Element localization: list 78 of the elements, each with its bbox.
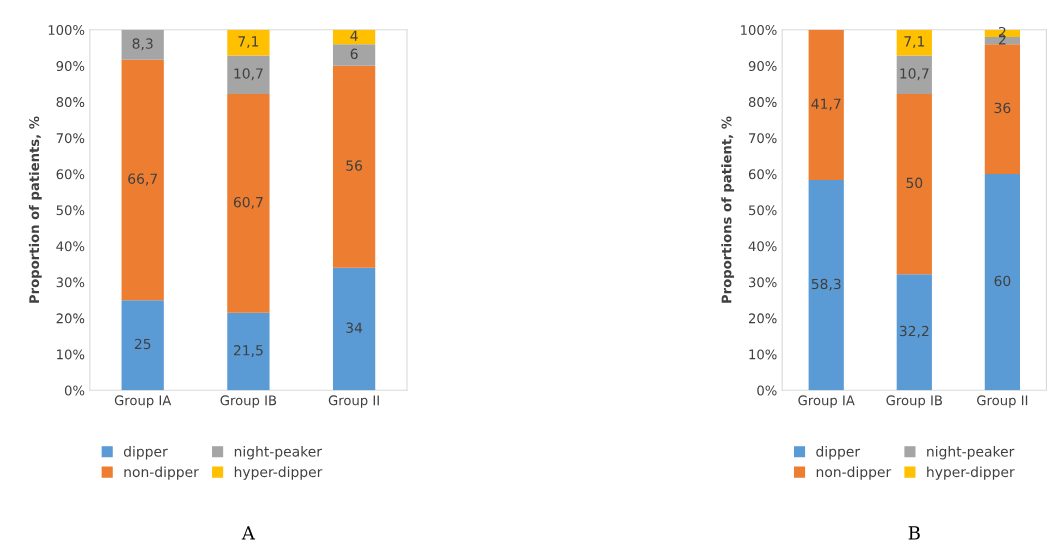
bar — [227, 312, 270, 391]
bar — [121, 29, 164, 60]
y-tick-label: 100% — [741, 25, 777, 36]
y-tick-label: 70% — [749, 133, 777, 144]
y-tick-label: 70% — [56, 133, 85, 144]
y-tick-label: 0% — [757, 385, 777, 396]
y-tick-label: 80% — [748, 97, 777, 108]
bar — [896, 55, 932, 94]
data-label: 10,7 — [900, 68, 929, 81]
y-tick-label: 60% — [56, 169, 85, 180]
bar — [227, 29, 270, 56]
data-label: 50 — [906, 177, 923, 189]
y-tick-label: 0% — [64, 385, 85, 396]
x-tick-label: Group IB — [220, 395, 277, 408]
data-label: 10,7 — [234, 68, 263, 81]
y-tick-label: 50% — [749, 205, 777, 216]
bar — [896, 274, 932, 391]
bar — [896, 93, 932, 275]
data-label: 60,7 — [233, 196, 263, 209]
y-tick-label: 30% — [56, 277, 85, 288]
text: B — [908, 526, 920, 540]
y-tick-label: 80% — [56, 97, 85, 108]
data-label: 34 — [346, 322, 363, 333]
bar — [332, 267, 376, 391]
bar — [808, 180, 844, 391]
data-label: 21,5 — [233, 345, 263, 357]
x-tick-label: Group IA — [114, 395, 172, 408]
bar — [121, 300, 164, 391]
y-axis-title: Proportion of patients, % — [28, 116, 42, 303]
bar — [984, 173, 1021, 391]
legend-label: hyper-dipper — [234, 466, 323, 480]
data-label: 36 — [994, 102, 1011, 114]
data-label: 8,3 — [132, 38, 153, 51]
bar — [121, 59, 164, 301]
data-label: 58,3 — [811, 278, 841, 291]
y-tick-label: 90% — [56, 61, 85, 72]
y-tick-label: 40% — [748, 241, 777, 252]
x-tick-label: Group II — [328, 395, 379, 408]
data-label: 32,2 — [899, 325, 929, 338]
y-tick-label: 50% — [56, 205, 85, 216]
bar — [227, 55, 270, 94]
y-tick-label: 30% — [749, 277, 777, 288]
data-label: 25 — [134, 338, 151, 350]
y-tick-label: 60% — [748, 169, 777, 180]
data-label: 41,7 — [811, 98, 841, 111]
data-label: 4 — [350, 30, 358, 41]
data-label: 6 — [350, 48, 358, 60]
text: A — [241, 526, 256, 540]
data-label: 56 — [346, 160, 363, 171]
legend-label: night-peaker — [927, 445, 1015, 460]
legend-label: non-dipper — [124, 466, 199, 480]
y-tick-label: 10% — [749, 349, 777, 360]
data-label: 60 — [994, 275, 1011, 287]
data-label: 66,7 — [128, 173, 157, 186]
legend-label: night-peaker — [234, 445, 322, 460]
bar — [332, 29, 376, 45]
y-tick-label: 40% — [56, 241, 85, 252]
y-axis-title: Proportions of patient, % — [721, 116, 735, 303]
y-tick-label: 20% — [56, 313, 85, 324]
bar — [984, 44, 1021, 174]
bar — [896, 29, 932, 56]
legend-label: hyper-dipper — [927, 466, 1015, 480]
bar — [332, 65, 376, 268]
x-tick-label: Group II — [977, 395, 1028, 408]
y-tick-label: 20% — [748, 313, 777, 324]
y-tick-label: 100% — [48, 25, 85, 36]
data-label: 7,1 — [238, 36, 259, 49]
data-label: 7,1 — [904, 36, 925, 49]
bar — [808, 29, 844, 181]
x-tick-label: Group IA — [798, 395, 855, 408]
x-tick-label: Group IB — [886, 395, 943, 408]
y-tick-label: 10% — [57, 349, 85, 360]
legend-label: dipper — [123, 445, 168, 460]
bar — [332, 44, 376, 66]
legend-label: dipper — [816, 445, 861, 460]
bar — [227, 93, 270, 313]
legend-label: non-dipper — [816, 466, 892, 480]
y-tick-label: 90% — [748, 61, 777, 72]
